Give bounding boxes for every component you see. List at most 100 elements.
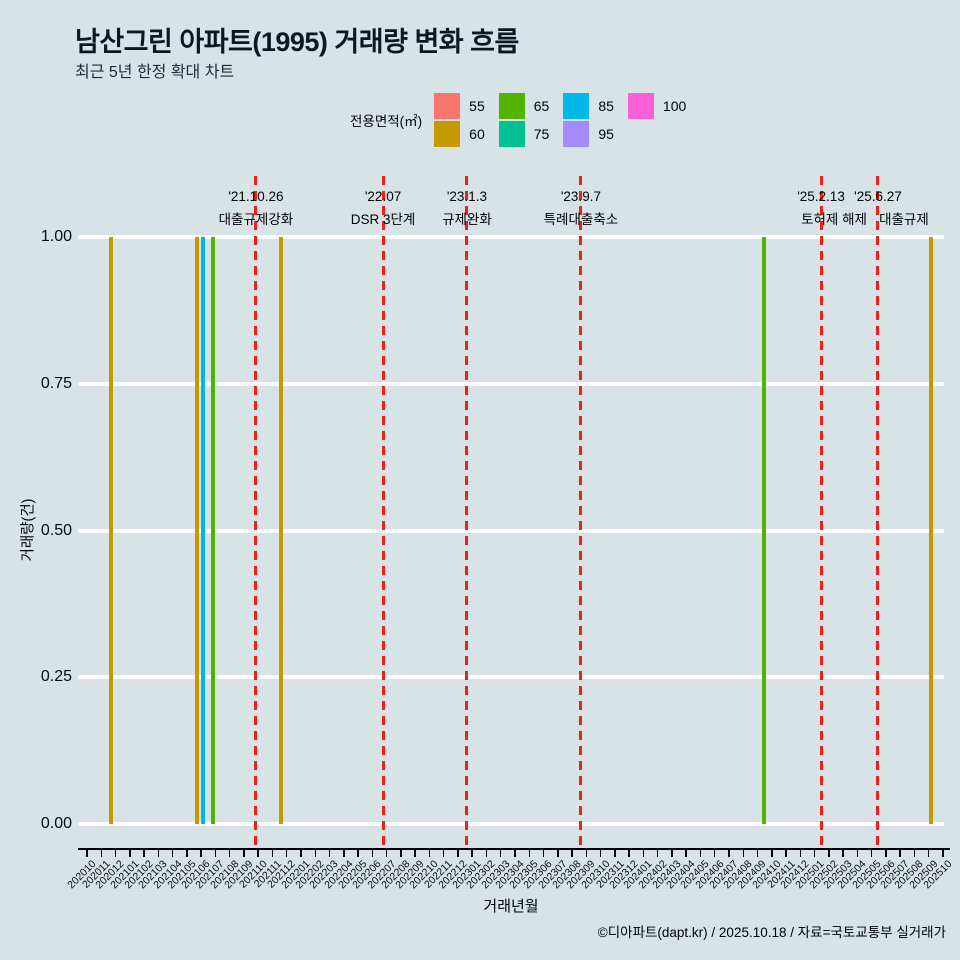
y-gridline bbox=[78, 528, 944, 533]
bar-202012-60 bbox=[108, 237, 113, 824]
legend-swatch-65 bbox=[498, 93, 525, 119]
legend-item-100: 100 bbox=[627, 92, 687, 120]
x-tick bbox=[499, 850, 502, 857]
legend-value-label: 85 bbox=[598, 98, 614, 114]
x-tick bbox=[799, 850, 802, 857]
x-tick bbox=[400, 850, 402, 857]
bar-202409-65 bbox=[761, 237, 766, 824]
event-line bbox=[579, 176, 583, 848]
y-gridline bbox=[78, 675, 944, 680]
event-desc-label: 규제완화 bbox=[442, 212, 492, 227]
x-tick bbox=[357, 850, 359, 857]
x-tick bbox=[599, 850, 602, 857]
legend-swatch-95 bbox=[563, 121, 590, 147]
x-tick bbox=[828, 850, 830, 857]
x-tick bbox=[771, 850, 773, 857]
x-tick bbox=[200, 850, 202, 857]
x-tick bbox=[870, 850, 873, 857]
legend-value-label: 55 bbox=[469, 98, 485, 114]
x-tick bbox=[742, 850, 745, 857]
x-tick bbox=[228, 850, 231, 857]
event-line bbox=[819, 176, 823, 848]
legend-swatch-75 bbox=[498, 121, 525, 147]
x-tick bbox=[186, 850, 188, 857]
x-tick bbox=[585, 850, 588, 857]
legend-swatch-85 bbox=[563, 93, 590, 119]
legend-value-label: 75 bbox=[533, 126, 550, 142]
x-tick bbox=[514, 850, 516, 857]
legend: 전용면적(㎡) 55 60 65 75 85 95 100 bbox=[350, 92, 686, 148]
legend-item-60: 60 bbox=[434, 120, 485, 148]
x-tick bbox=[171, 850, 174, 857]
y-gridline bbox=[78, 822, 944, 826]
legend-title: 전용면적(㎡) bbox=[350, 114, 423, 129]
bar-202509-60 bbox=[929, 237, 934, 824]
x-tick bbox=[100, 850, 103, 857]
legend-value-label: 95 bbox=[598, 126, 614, 142]
x-tick bbox=[813, 850, 816, 857]
x-tick bbox=[314, 850, 317, 857]
legend-swatch-100 bbox=[627, 93, 654, 119]
x-tick bbox=[343, 850, 345, 857]
x-tick bbox=[756, 850, 759, 857]
x-tick bbox=[143, 850, 145, 857]
x-tick bbox=[685, 850, 687, 857]
legend-value-label: 65 bbox=[533, 98, 550, 114]
event-date-label: '21.10.26 bbox=[228, 189, 284, 204]
page-subtitle: 최근 5년 한정 확대 차트 bbox=[75, 64, 235, 81]
x-axis-line bbox=[78, 848, 950, 850]
bar-202106-85 bbox=[201, 237, 206, 824]
x-tick bbox=[485, 850, 488, 857]
legend-value-label: 60 bbox=[469, 126, 485, 142]
event-desc-label: 특례대출축소 bbox=[543, 212, 619, 227]
legend-swatch-60 bbox=[434, 121, 461, 147]
x-tick bbox=[285, 850, 288, 857]
page-title: 남산그린 아파트(1995) 거래량 변화 흐름 bbox=[75, 27, 519, 57]
event-date-label: '22.07 bbox=[364, 189, 402, 204]
bar-202112-60 bbox=[279, 237, 284, 824]
x-tick bbox=[671, 850, 673, 857]
legend-item-95: 95 bbox=[563, 120, 614, 148]
event-date-label: '25.6.27 bbox=[854, 189, 902, 204]
y-axis-title: 거래량(건) bbox=[20, 498, 37, 562]
credit-line: ©디아파트(dapt.kr) / 2025.10.18 / 자료=국토교통부 실… bbox=[597, 925, 946, 940]
x-tick bbox=[428, 850, 431, 857]
x-tick bbox=[129, 850, 131, 857]
x-tick bbox=[713, 850, 716, 857]
event-line bbox=[381, 176, 385, 848]
event-desc-label: 대출규제 bbox=[879, 212, 929, 227]
legend-value-label: 100 bbox=[662, 98, 687, 114]
y-tick-label: 0.00 bbox=[40, 815, 72, 832]
legend-swatch-55 bbox=[434, 93, 461, 119]
x-axis-title: 거래년월 bbox=[483, 898, 539, 915]
event-desc-label: DSR 3단계 bbox=[350, 212, 416, 227]
x-tick bbox=[371, 850, 374, 857]
x-tick bbox=[927, 850, 930, 857]
y-gridline bbox=[78, 235, 944, 239]
legend-item-65: 65 bbox=[498, 92, 550, 120]
x-tick bbox=[271, 850, 274, 857]
event-line bbox=[465, 176, 469, 848]
x-tick bbox=[656, 850, 659, 857]
x-tick bbox=[728, 850, 730, 857]
x-tick bbox=[542, 850, 545, 857]
x-tick bbox=[257, 850, 259, 857]
y-gridline bbox=[78, 381, 944, 386]
event-date-label: '23.1.3 bbox=[446, 189, 487, 204]
legend-item-85: 85 bbox=[563, 92, 614, 120]
x-tick bbox=[899, 850, 901, 857]
event-line bbox=[876, 176, 880, 848]
event-desc-label: 토허제 해제 bbox=[801, 212, 867, 227]
x-tick bbox=[571, 850, 573, 857]
x-tick bbox=[785, 850, 787, 857]
event-date-label: '23.9.7 bbox=[560, 189, 601, 204]
legend-item-75: 75 bbox=[498, 120, 550, 148]
y-tick-label: 0.75 bbox=[40, 374, 72, 392]
legend-items: 55 60 65 75 85 95 100 bbox=[434, 92, 686, 148]
y-tick-label: 0.50 bbox=[40, 521, 72, 539]
x-tick bbox=[942, 850, 944, 857]
x-tick bbox=[557, 850, 559, 857]
x-tick bbox=[385, 850, 388, 857]
x-tick bbox=[157, 850, 160, 857]
x-tick bbox=[885, 850, 887, 857]
